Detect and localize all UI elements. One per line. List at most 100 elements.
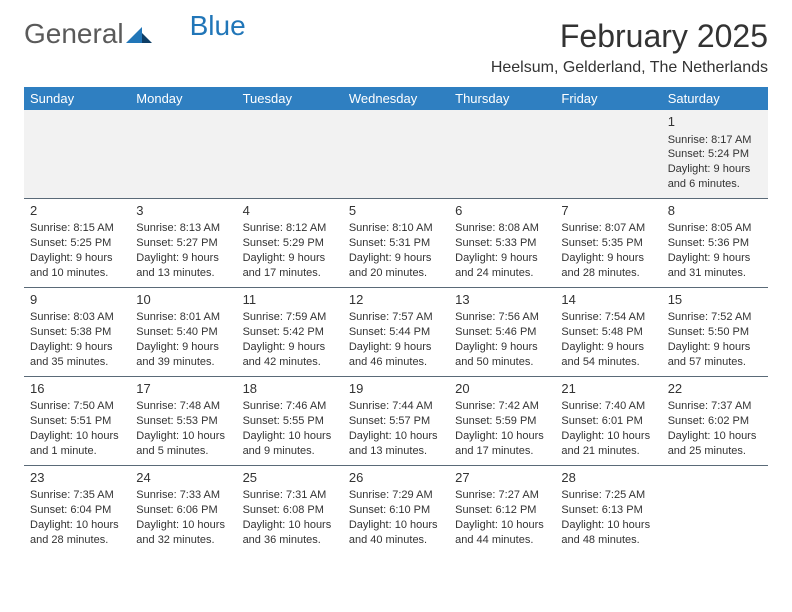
sunset-text: Sunset: 6:01 PM xyxy=(561,414,655,429)
sunrise-text: Sunrise: 7:27 AM xyxy=(455,488,549,503)
daylight-text: Daylight: 9 hours and 31 minutes. xyxy=(668,251,762,281)
calendar-week-row: 23Sunrise: 7:35 AMSunset: 6:04 PM Dayligh… xyxy=(24,465,768,553)
sunrise-text: Sunrise: 7:29 AM xyxy=(349,488,443,503)
sunset-text: Sunset: 5:59 PM xyxy=(455,414,549,429)
calendar-cell: 3Sunrise: 8:13 AMSunset: 5:27 PMDaylight… xyxy=(130,198,236,287)
calendar-cell: 24Sunrise: 7:33 AMSunset: 6:06 PMDayligh… xyxy=(130,465,236,553)
sunset-text: Sunset: 6:06 PM xyxy=(136,503,230,518)
calendar-cell: 19Sunrise: 7:44 AMSunset: 5:57 PMDayligh… xyxy=(343,376,449,465)
daylight-text: Daylight: 9 hours and 13 minutes. xyxy=(136,251,230,281)
daylight-text: Daylight: 9 hours and 20 minutes. xyxy=(349,251,443,281)
sunset-text: Sunset: 6:04 PM xyxy=(30,503,124,518)
sunrise-text: Sunrise: 7:56 AM xyxy=(455,310,549,325)
day-number: 23 xyxy=(30,469,124,487)
calendar-week-row: 2Sunrise: 8:15 AMSunset: 5:25 PMDaylight… xyxy=(24,198,768,287)
calendar-cell: 5Sunrise: 8:10 AMSunset: 5:31 PMDaylight… xyxy=(343,198,449,287)
daylight-text: Daylight: 9 hours and 50 minutes. xyxy=(455,340,549,370)
sunset-text: Sunset: 6:08 PM xyxy=(243,503,337,518)
daylight-text: Daylight: 10 hours and 1 minute. xyxy=(30,429,124,459)
daylight-text: Daylight: 10 hours and 13 minutes. xyxy=(349,429,443,459)
sunrise-text: Sunrise: 7:44 AM xyxy=(349,399,443,414)
sunset-text: Sunset: 5:42 PM xyxy=(243,325,337,340)
sunset-text: Sunset: 5:50 PM xyxy=(668,325,762,340)
calendar-cell: 8Sunrise: 8:05 AMSunset: 5:36 PMDaylight… xyxy=(662,198,768,287)
month-title: February 2025 xyxy=(491,18,768,55)
col-wednesday: Wednesday xyxy=(343,87,449,110)
calendar-cell: 4Sunrise: 8:12 AMSunset: 5:29 PMDaylight… xyxy=(237,198,343,287)
logo-text-blue: Blue xyxy=(190,10,246,42)
day-number: 6 xyxy=(455,202,549,220)
day-number: 2 xyxy=(30,202,124,220)
sunrise-text: Sunrise: 8:01 AM xyxy=(136,310,230,325)
daylight-text: Daylight: 10 hours and 5 minutes. xyxy=(136,429,230,459)
sunrise-text: Sunrise: 8:13 AM xyxy=(136,221,230,236)
day-number: 13 xyxy=(455,291,549,309)
day-number: 12 xyxy=(349,291,443,309)
calendar-body: 1Sunrise: 8:17 AMSunset: 5:24 PMDaylight… xyxy=(24,110,768,554)
calendar-cell: 13Sunrise: 7:56 AMSunset: 5:46 PMDayligh… xyxy=(449,287,555,376)
calendar-week-row: 9Sunrise: 8:03 AMSunset: 5:38 PMDaylight… xyxy=(24,287,768,376)
daylight-text: Daylight: 9 hours and 46 minutes. xyxy=(349,340,443,370)
day-number: 9 xyxy=(30,291,124,309)
calendar-cell: 28Sunrise: 7:25 AMSunset: 6:13 PMDayligh… xyxy=(555,465,661,553)
sunset-text: Sunset: 5:25 PM xyxy=(30,236,124,251)
sunrise-text: Sunrise: 7:33 AM xyxy=(136,488,230,503)
daylight-text: Daylight: 10 hours and 9 minutes. xyxy=(243,429,337,459)
calendar-cell: 11Sunrise: 7:59 AMSunset: 5:42 PMDayligh… xyxy=(237,287,343,376)
day-number: 1 xyxy=(668,113,762,131)
calendar-cell: 25Sunrise: 7:31 AMSunset: 6:08 PMDayligh… xyxy=(237,465,343,553)
sunrise-text: Sunrise: 7:48 AM xyxy=(136,399,230,414)
calendar-cell: 9Sunrise: 8:03 AMSunset: 5:38 PMDaylight… xyxy=(24,287,130,376)
daylight-text: Daylight: 9 hours and 28 minutes. xyxy=(561,251,655,281)
calendar-cell xyxy=(130,110,236,198)
calendar-cell xyxy=(449,110,555,198)
sunset-text: Sunset: 5:36 PM xyxy=(668,236,762,251)
calendar-cell: 20Sunrise: 7:42 AMSunset: 5:59 PMDayligh… xyxy=(449,376,555,465)
logo-text-general: General xyxy=(24,18,124,50)
sunrise-text: Sunrise: 7:59 AM xyxy=(243,310,337,325)
calendar-cell xyxy=(237,110,343,198)
sunrise-text: Sunrise: 7:57 AM xyxy=(349,310,443,325)
sunrise-text: Sunrise: 7:35 AM xyxy=(30,488,124,503)
daylight-text: Daylight: 10 hours and 17 minutes. xyxy=(455,429,549,459)
sunset-text: Sunset: 5:40 PM xyxy=(136,325,230,340)
sunrise-text: Sunrise: 8:08 AM xyxy=(455,221,549,236)
calendar-cell: 7Sunrise: 8:07 AMSunset: 5:35 PMDaylight… xyxy=(555,198,661,287)
sunset-text: Sunset: 5:53 PM xyxy=(136,414,230,429)
col-thursday: Thursday xyxy=(449,87,555,110)
day-number: 25 xyxy=(243,469,337,487)
title-block: February 2025 Heelsum, Gelderland, The N… xyxy=(491,18,768,77)
daylight-text: Daylight: 9 hours and 57 minutes. xyxy=(668,340,762,370)
day-number: 24 xyxy=(136,469,230,487)
day-number: 10 xyxy=(136,291,230,309)
day-number: 18 xyxy=(243,380,337,398)
sunset-text: Sunset: 6:02 PM xyxy=(668,414,762,429)
sunrise-text: Sunrise: 7:25 AM xyxy=(561,488,655,503)
sunrise-text: Sunrise: 8:03 AM xyxy=(30,310,124,325)
sunrise-text: Sunrise: 7:54 AM xyxy=(561,310,655,325)
sunset-text: Sunset: 5:48 PM xyxy=(561,325,655,340)
calendar-cell: 6Sunrise: 8:08 AMSunset: 5:33 PMDaylight… xyxy=(449,198,555,287)
day-number: 26 xyxy=(349,469,443,487)
day-number: 5 xyxy=(349,202,443,220)
day-number: 8 xyxy=(668,202,762,220)
sunset-text: Sunset: 5:55 PM xyxy=(243,414,337,429)
sunrise-text: Sunrise: 8:10 AM xyxy=(349,221,443,236)
header: General Blue February 2025 Heelsum, Geld… xyxy=(24,18,768,77)
day-number: 3 xyxy=(136,202,230,220)
calendar-cell: 17Sunrise: 7:48 AMSunset: 5:53 PMDayligh… xyxy=(130,376,236,465)
calendar-cell: 12Sunrise: 7:57 AMSunset: 5:44 PMDayligh… xyxy=(343,287,449,376)
sunset-text: Sunset: 5:24 PM xyxy=(668,147,762,162)
sunrise-text: Sunrise: 7:52 AM xyxy=(668,310,762,325)
calendar-table: Sunday Monday Tuesday Wednesday Thursday… xyxy=(24,87,768,554)
sunset-text: Sunset: 6:10 PM xyxy=(349,503,443,518)
sunrise-text: Sunrise: 8:05 AM xyxy=(668,221,762,236)
col-saturday: Saturday xyxy=(662,87,768,110)
calendar-cell: 14Sunrise: 7:54 AMSunset: 5:48 PMDayligh… xyxy=(555,287,661,376)
sunset-text: Sunset: 5:31 PM xyxy=(349,236,443,251)
calendar-cell: 26Sunrise: 7:29 AMSunset: 6:10 PMDayligh… xyxy=(343,465,449,553)
calendar-week-row: 16Sunrise: 7:50 AMSunset: 5:51 PMDayligh… xyxy=(24,376,768,465)
calendar-cell: 22Sunrise: 7:37 AMSunset: 6:02 PMDayligh… xyxy=(662,376,768,465)
daylight-text: Daylight: 10 hours and 32 minutes. xyxy=(136,518,230,548)
calendar-cell: 23Sunrise: 7:35 AMSunset: 6:04 PMDayligh… xyxy=(24,465,130,553)
